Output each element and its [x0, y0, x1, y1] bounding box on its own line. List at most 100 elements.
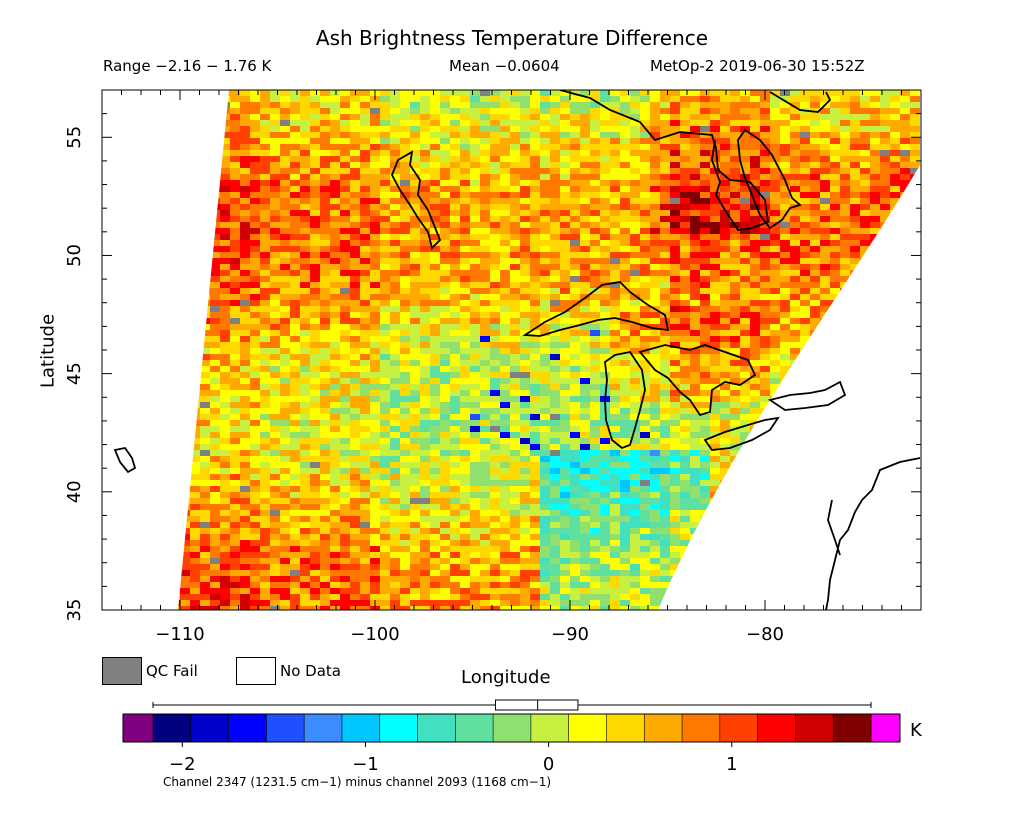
swath-pixel — [910, 288, 920, 294]
swath-pixel — [870, 462, 880, 468]
swath-pixel — [610, 318, 620, 324]
swath-pixel — [590, 276, 600, 282]
swath-pixel — [400, 372, 410, 378]
swath-pixel — [230, 234, 240, 240]
swath-pixel — [690, 456, 700, 462]
swath-pixel — [190, 438, 200, 444]
swath-pixel — [310, 324, 320, 330]
swath-pixel — [560, 318, 570, 324]
swath-pixel — [610, 450, 620, 456]
swath-pixel — [210, 204, 220, 210]
swath-pixel — [290, 114, 300, 120]
swath-pixel — [780, 114, 790, 120]
swath-pixel — [330, 384, 340, 390]
swath-pixel — [530, 120, 540, 126]
swath-pixel — [730, 252, 740, 258]
swath-pixel — [530, 360, 540, 366]
swath-pixel — [900, 438, 910, 444]
swath-pixel — [690, 324, 700, 330]
swath-pixel — [710, 372, 720, 378]
swath-pixel — [620, 474, 630, 480]
swath-pixel — [340, 450, 350, 456]
swath-pixel — [430, 252, 440, 258]
swath-pixel — [550, 444, 560, 450]
swath-pixel — [800, 204, 810, 210]
swath-pixel — [740, 240, 750, 246]
swath-pixel — [700, 414, 710, 420]
swath-pixel — [330, 120, 340, 126]
swath-pixel — [550, 108, 560, 114]
swath-pixel — [190, 294, 200, 300]
swath-pixel — [410, 348, 420, 354]
swath-pixel — [640, 204, 650, 210]
swath-pixel — [250, 180, 260, 186]
swath-pixel — [720, 144, 730, 150]
swath-pixel — [270, 288, 280, 294]
swath-pixel — [570, 426, 580, 432]
swath-pixel — [510, 120, 520, 126]
swath-pixel — [700, 294, 710, 300]
swath-pixel — [460, 138, 470, 144]
swath-pixel — [660, 234, 670, 240]
swath-pixel — [620, 438, 630, 444]
swath-pixel — [750, 108, 760, 114]
swath-pixel — [910, 102, 920, 108]
swath-pixel — [630, 306, 640, 312]
swath-pixel — [700, 378, 710, 384]
swath-pixel — [280, 150, 290, 156]
swath-pixel — [690, 252, 700, 258]
swath-pixel — [790, 168, 800, 174]
swath-pixel — [700, 168, 710, 174]
swath-pixel — [510, 456, 520, 462]
swath-pixel — [720, 132, 730, 138]
swath-pixel — [640, 414, 650, 420]
swath-pixel — [460, 276, 470, 282]
swath-pixel — [430, 294, 440, 300]
swath-pixel — [600, 348, 610, 354]
swath-pixel — [800, 156, 810, 162]
swath-pixel — [680, 426, 690, 432]
swath-pixel — [240, 216, 250, 222]
swath-pixel — [880, 102, 890, 108]
swath-pixel — [590, 372, 600, 378]
swath-pixel — [700, 240, 710, 246]
swath-pixel — [400, 96, 410, 102]
swath-pixel — [480, 246, 490, 252]
swath-pixel — [740, 414, 750, 420]
swath-pixel — [178, 312, 180, 318]
swath-pixel — [830, 162, 840, 168]
swath-pixel — [620, 468, 630, 474]
swath-pixel — [530, 204, 540, 210]
swath-pixel — [280, 108, 290, 114]
swath-pixel — [670, 408, 680, 414]
swath-pixel — [290, 138, 300, 144]
swath-pixel — [200, 258, 210, 264]
swath-pixel — [280, 474, 290, 480]
swath-pixel — [650, 168, 660, 174]
swath-pixel — [520, 192, 530, 198]
swath-pixel — [540, 228, 550, 234]
swath-pixel — [490, 402, 500, 408]
swath-pixel — [550, 324, 560, 330]
swath-pixel — [690, 102, 700, 108]
swath-pixel — [830, 336, 840, 342]
swath-pixel — [680, 174, 690, 180]
swath-pixel — [910, 168, 920, 174]
swath-pixel — [900, 252, 910, 258]
swath-pixel — [460, 252, 470, 258]
swath-pixel — [320, 354, 330, 360]
swath-pixel — [680, 276, 690, 282]
swath-pixel — [340, 180, 350, 186]
swath-pixel — [900, 216, 910, 222]
swath-pixel — [850, 474, 860, 480]
swath-pixel — [600, 456, 610, 462]
swath-pixel — [390, 300, 400, 306]
swath-pixel — [260, 120, 270, 126]
swath-pixel — [620, 150, 630, 156]
swath-pixel — [480, 366, 490, 372]
swath-pixel — [480, 402, 490, 408]
swath-pixel — [510, 114, 520, 120]
swath-pixel — [240, 300, 250, 306]
swath-pixel — [210, 258, 220, 264]
swath-pixel — [370, 180, 380, 186]
